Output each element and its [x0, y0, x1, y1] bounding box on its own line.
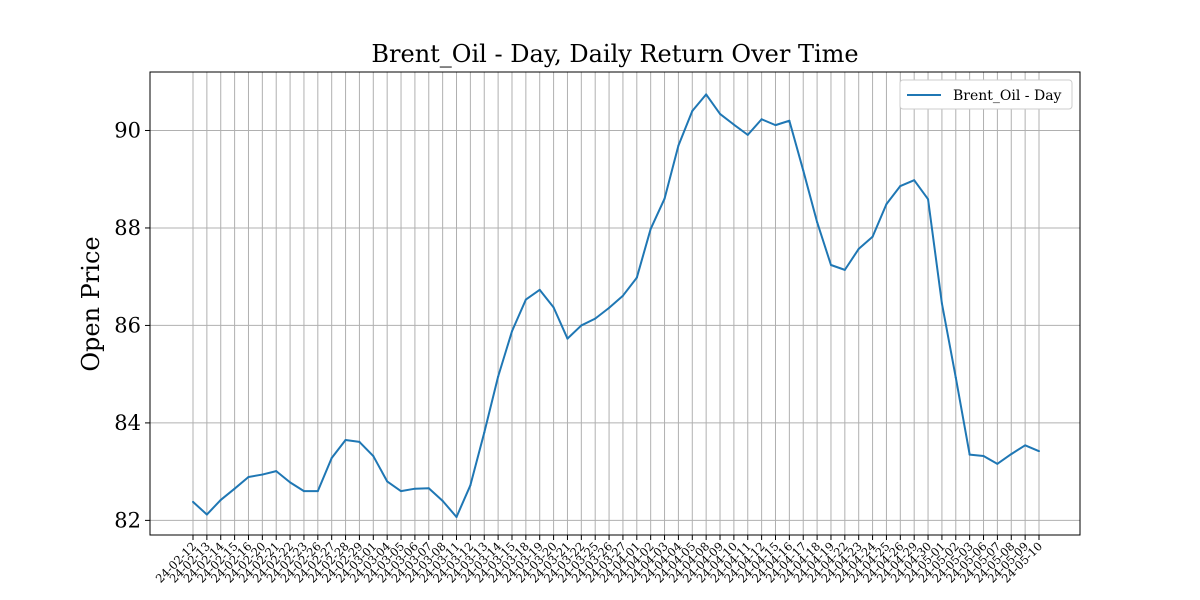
data-point [816, 221, 819, 224]
data-point [954, 376, 957, 379]
data-point [455, 515, 458, 518]
data-point [580, 324, 583, 327]
data-point [996, 462, 999, 465]
y-tick-label: 82 [114, 508, 141, 532]
data-point [1024, 444, 1027, 447]
data-point [469, 484, 472, 487]
data-point [483, 431, 486, 434]
data-point [316, 490, 319, 493]
data-point [400, 490, 403, 493]
data-point [566, 337, 569, 340]
y-axis-label: Open Price [77, 236, 105, 371]
data-point [899, 185, 902, 188]
data-point [302, 490, 305, 493]
data-point [705, 93, 708, 96]
data-point [1038, 450, 1040, 453]
data-point [219, 498, 222, 501]
data-point [386, 480, 389, 483]
data-point [982, 455, 985, 458]
data-point [871, 235, 874, 238]
data-point [205, 513, 208, 516]
data-point [330, 456, 333, 459]
data-point [719, 112, 722, 115]
y-tick-label: 84 [114, 411, 141, 435]
data-point [608, 306, 611, 309]
data-point [441, 499, 444, 502]
data-point [497, 375, 500, 378]
y-tick-label: 90 [114, 118, 141, 142]
data-point [649, 227, 652, 230]
chart-title: Brent_Oil - Day, Daily Return Over Time [371, 40, 858, 68]
data-point [261, 473, 264, 476]
legend: Brent_Oil - Day [899, 79, 1073, 110]
data-point [524, 298, 527, 301]
data-point [289, 481, 292, 484]
legend-box [899, 79, 1073, 110]
legend-label: Brent_Oil - Day [953, 88, 1062, 104]
data-point [927, 198, 930, 201]
data-point [372, 455, 375, 458]
series-line [192, 93, 1040, 518]
data-point [885, 203, 888, 206]
data-point [857, 247, 860, 250]
data-point [843, 268, 846, 271]
x-axis-ticks: 24-02-1224-02-1324-02-1424-02-1524-02-16… [153, 535, 1045, 586]
data-point [732, 123, 735, 126]
data-point [233, 487, 236, 490]
data-point [940, 302, 943, 305]
series-layer [192, 93, 1040, 518]
data-point [788, 119, 791, 122]
data-point [1010, 453, 1013, 456]
plot-area-frame [149, 71, 1081, 536]
data-point [538, 288, 541, 291]
data-point [968, 453, 971, 456]
data-point [746, 133, 749, 136]
data-point [802, 169, 805, 172]
data-point [192, 500, 194, 503]
data-point [691, 109, 694, 112]
data-point [621, 294, 624, 297]
data-point [677, 144, 680, 147]
data-point [552, 306, 555, 309]
data-point [774, 124, 777, 127]
data-point [594, 317, 597, 320]
data-point [829, 263, 832, 266]
y-tick-label: 86 [114, 313, 141, 337]
data-point [344, 438, 347, 441]
data-point [413, 487, 416, 490]
data-point [635, 276, 638, 279]
data-point [760, 118, 763, 121]
data-point [663, 197, 666, 200]
y-axis-ticks: 82 84 86 88 90 [114, 118, 150, 532]
y-tick-label: 88 [114, 216, 141, 240]
data-point [913, 179, 916, 182]
data-point [510, 330, 513, 333]
data-point [427, 487, 430, 490]
data-point [275, 470, 278, 473]
data-point [247, 476, 250, 479]
data-point [358, 440, 361, 443]
